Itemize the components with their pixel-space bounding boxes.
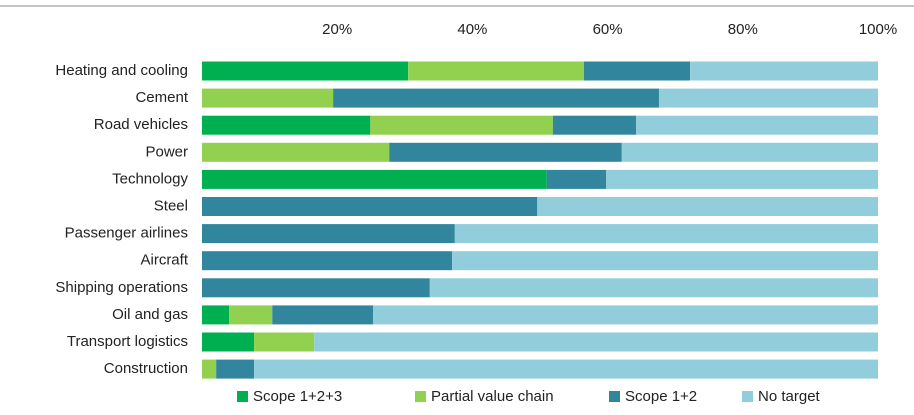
y-tick-label: Steel — [154, 197, 188, 214]
bar-segment — [272, 305, 374, 325]
bar-segment — [202, 169, 547, 189]
bar-segment — [389, 142, 622, 162]
bar-segment — [229, 305, 273, 325]
bar-segment — [202, 332, 255, 352]
bar-segment — [216, 359, 255, 379]
bar-segment — [546, 169, 607, 189]
y-tick-label: Oil and gas — [112, 306, 188, 323]
bar-segment — [202, 197, 538, 216]
y-tick-label: Heating and cooling — [55, 62, 188, 79]
y-tick-label: Aircraft — [140, 252, 188, 269]
y-tick-label: Cement — [135, 89, 188, 106]
bar-segment — [254, 359, 878, 379]
y-tick-label: Power — [145, 143, 188, 160]
bar-segment — [202, 224, 455, 244]
x-tick-label: 20% — [322, 21, 352, 38]
bar-segment — [373, 305, 878, 325]
bar-segment — [202, 305, 230, 325]
bar-segment — [621, 142, 878, 162]
bar-segment — [606, 169, 878, 189]
bar-segment — [202, 278, 430, 298]
bar-segment — [202, 142, 390, 162]
bar-segment — [552, 115, 636, 135]
bar-segment — [314, 332, 878, 352]
bar-segment — [202, 115, 371, 135]
y-tick-label: Shipping operations — [55, 279, 188, 296]
bar-segment — [537, 197, 878, 216]
bar-segment — [583, 61, 691, 81]
bar-segment — [408, 61, 584, 81]
legend-swatch — [237, 391, 248, 402]
legend-label: Scope 1+2+3 — [253, 388, 342, 405]
legend-swatch — [415, 391, 426, 402]
y-tick-label: Construction — [104, 360, 188, 377]
bar-segment — [202, 61, 409, 81]
bar-segment — [333, 88, 659, 108]
legend-swatch — [609, 391, 620, 402]
bar-segment — [690, 61, 878, 81]
x-tick-label: 60% — [593, 21, 623, 38]
y-tick-label: Road vehicles — [94, 116, 188, 133]
bar-segment — [202, 88, 334, 108]
bar-segment — [254, 332, 315, 352]
y-tick-label: Technology — [112, 170, 188, 187]
legend-label: Partial value chain — [431, 388, 554, 405]
bar-segment — [370, 115, 553, 135]
legend-label: No target — [758, 388, 821, 405]
y-tick-label: Transport logistics — [67, 333, 188, 350]
bar-segment — [429, 278, 878, 298]
bar-segment — [452, 251, 878, 271]
y-tick-label: Passenger airlines — [65, 225, 188, 242]
bar-segment — [454, 224, 878, 244]
x-tick-label: 80% — [728, 21, 758, 38]
bar-segment — [635, 115, 878, 135]
bar-segment — [202, 359, 217, 379]
legend-label: Scope 1+2 — [625, 388, 697, 405]
legend-swatch — [742, 391, 753, 402]
x-tick-label: 40% — [457, 21, 487, 38]
x-tick-label: 100% — [859, 21, 897, 38]
bar-segment — [658, 88, 878, 108]
bar-segment — [202, 251, 453, 271]
